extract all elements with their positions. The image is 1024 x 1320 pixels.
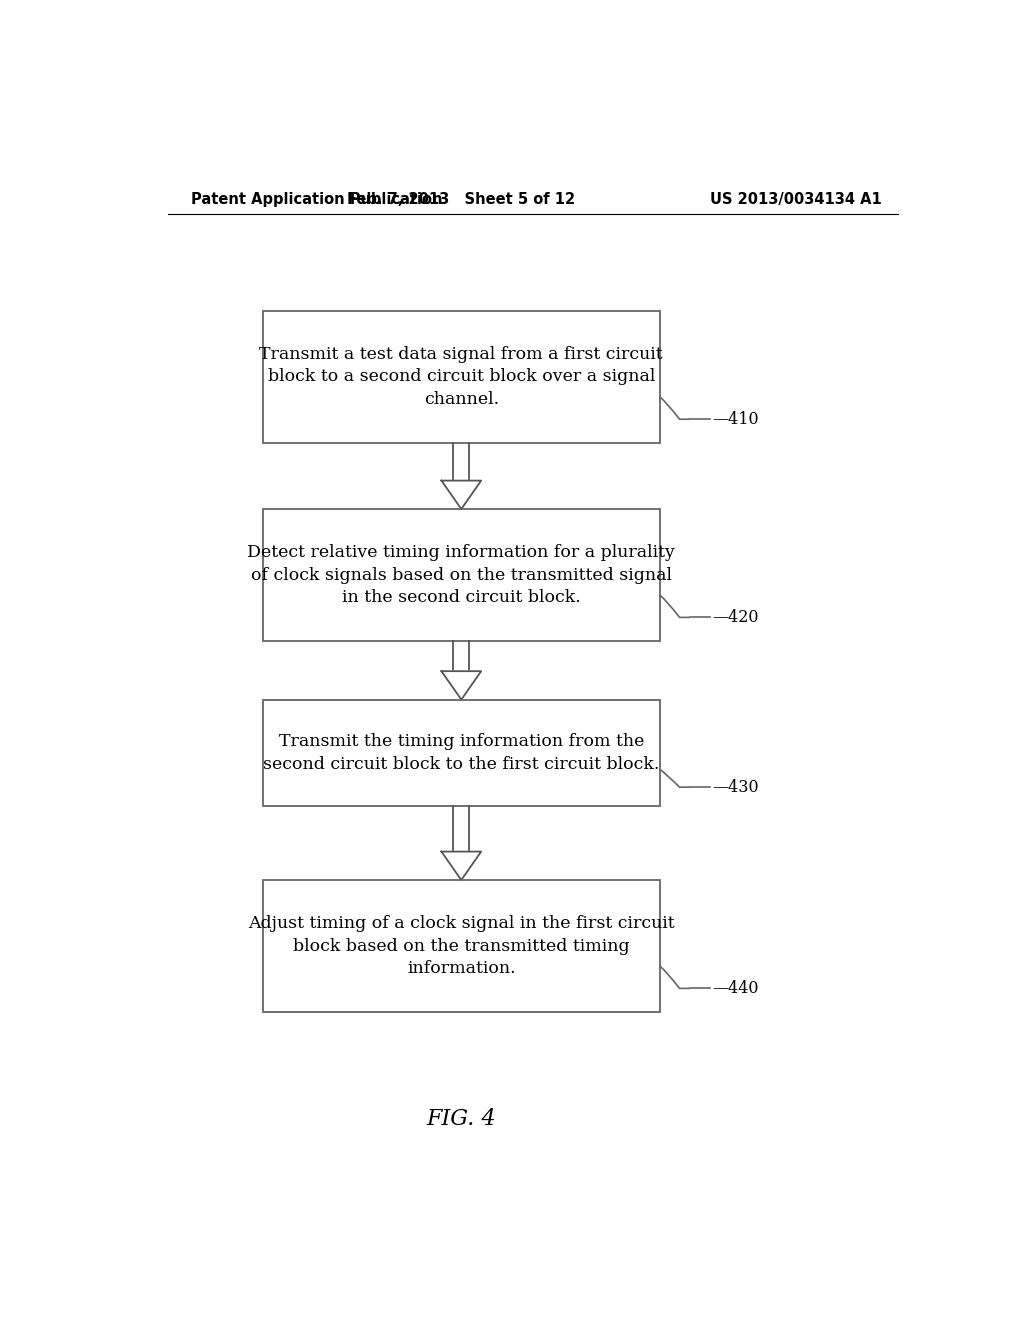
FancyBboxPatch shape [263, 700, 659, 807]
Text: Adjust timing of a clock signal in the first circuit
block based on the transmit: Adjust timing of a clock signal in the f… [248, 915, 675, 977]
FancyBboxPatch shape [263, 510, 659, 642]
Text: Detect relative timing information for a plurality
of clock signals based on the: Detect relative timing information for a… [248, 544, 675, 606]
Text: US 2013/0034134 A1: US 2013/0034134 A1 [711, 193, 882, 207]
Text: Transmit a test data signal from a first circuit
block to a second circuit block: Transmit a test data signal from a first… [259, 346, 664, 408]
Text: —430: —430 [712, 779, 759, 796]
FancyBboxPatch shape [263, 880, 659, 1012]
Polygon shape [441, 480, 481, 510]
FancyBboxPatch shape [263, 312, 659, 444]
Text: —440: —440 [712, 979, 759, 997]
Polygon shape [441, 851, 481, 880]
Text: —410: —410 [712, 411, 759, 428]
Text: Transmit the timing information from the
second circuit block to the first circu: Transmit the timing information from the… [263, 734, 659, 772]
Text: Patent Application Publication: Patent Application Publication [191, 193, 443, 207]
Polygon shape [441, 671, 481, 700]
Text: Feb. 7, 2013   Sheet 5 of 12: Feb. 7, 2013 Sheet 5 of 12 [347, 193, 575, 207]
Text: —420: —420 [712, 609, 759, 626]
Text: FIG. 4: FIG. 4 [427, 1107, 496, 1130]
